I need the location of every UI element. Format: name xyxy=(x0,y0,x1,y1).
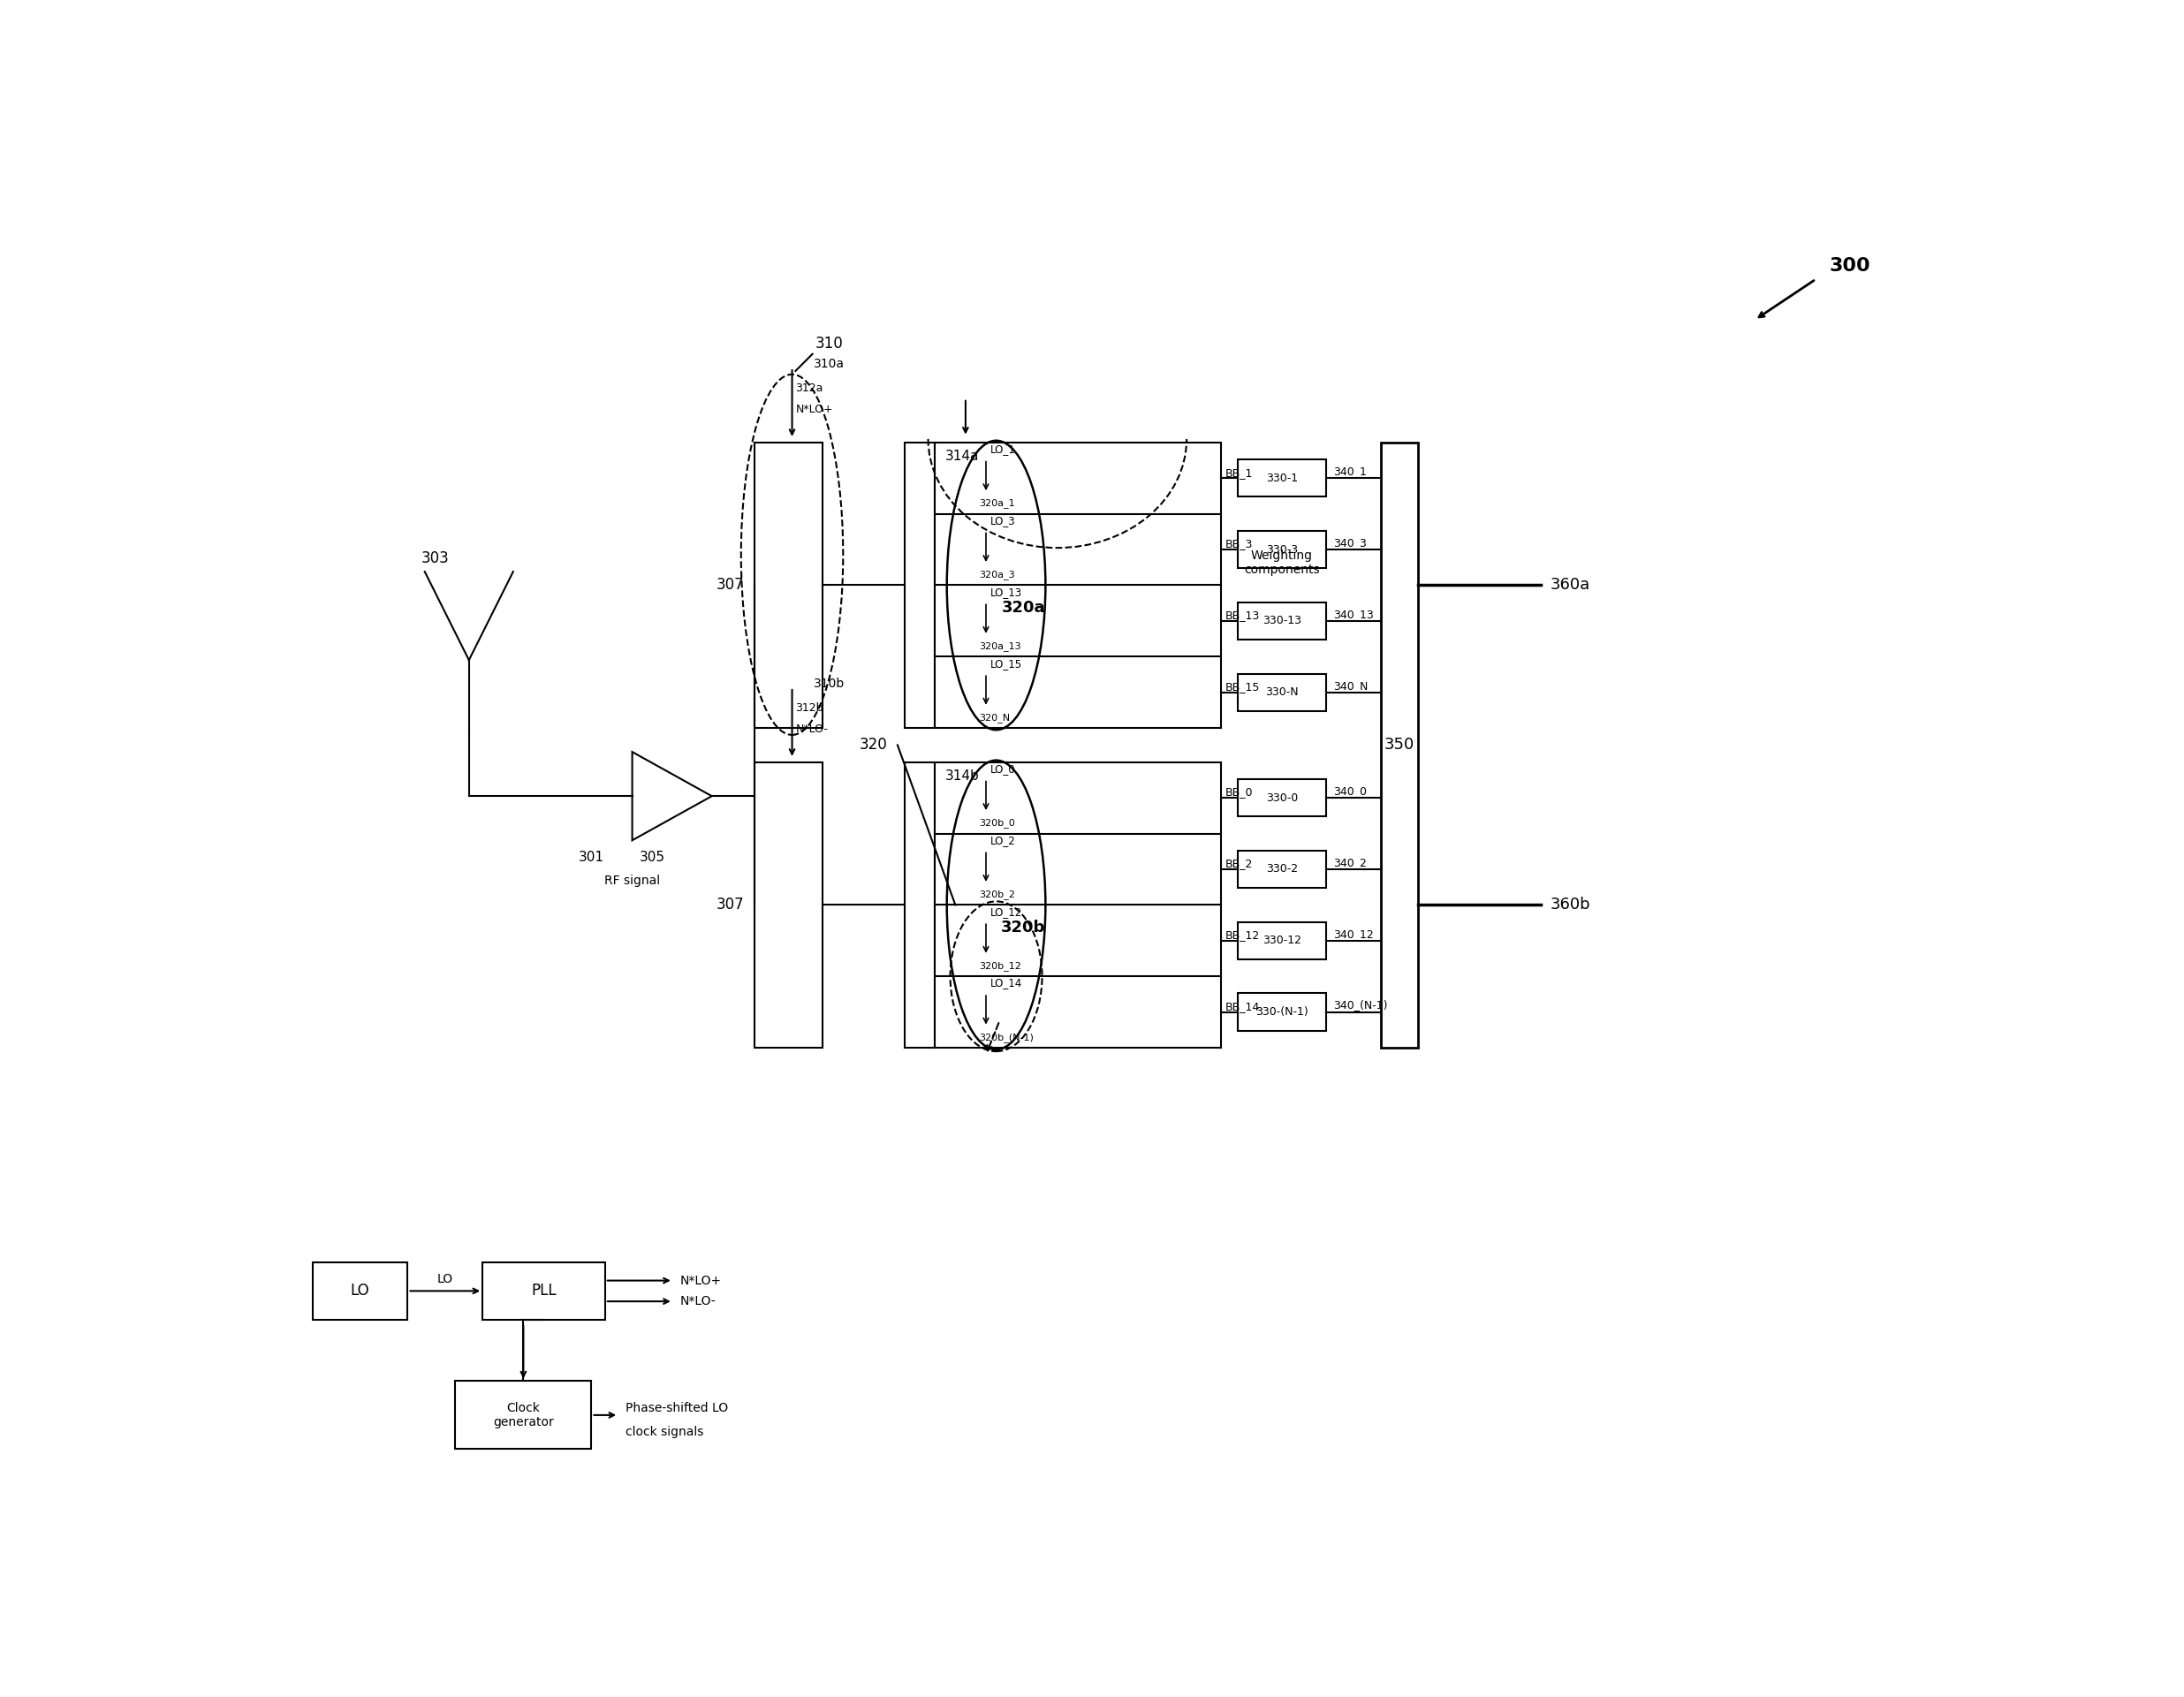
Text: 330-3: 330-3 xyxy=(1267,543,1297,555)
Text: 330-0: 330-0 xyxy=(1267,792,1297,804)
Text: BB_3: BB_3 xyxy=(1225,538,1254,550)
Bar xyxy=(756,443,823,728)
Text: 340_2: 340_2 xyxy=(1332,857,1367,869)
Text: 312b: 312b xyxy=(795,703,823,713)
Text: 307: 307 xyxy=(716,898,745,913)
Text: 320: 320 xyxy=(858,736,887,753)
Text: 330-2: 330-2 xyxy=(1267,864,1297,876)
Text: 320b_12: 320b_12 xyxy=(978,961,1022,971)
Text: BB_15: BB_15 xyxy=(1225,680,1260,692)
Text: 314b: 314b xyxy=(946,769,978,782)
Text: BB_1: BB_1 xyxy=(1225,467,1254,479)
Text: LO_13: LO_13 xyxy=(989,587,1022,597)
Text: LO: LO xyxy=(352,1283,369,1298)
Text: 314a: 314a xyxy=(946,450,978,463)
Text: BB_12: BB_12 xyxy=(1225,930,1260,940)
Bar xyxy=(1238,850,1326,888)
Text: BB_13: BB_13 xyxy=(1225,609,1260,621)
Text: LO: LO xyxy=(437,1273,452,1285)
Bar xyxy=(1238,993,1326,1030)
Bar xyxy=(1380,443,1417,1047)
Text: Phase-shifted LO: Phase-shifted LO xyxy=(625,1402,727,1415)
Text: N*LO-: N*LO- xyxy=(679,1295,716,1308)
Bar xyxy=(904,762,935,1047)
Text: 320b: 320b xyxy=(1000,920,1046,935)
Text: BB_0: BB_0 xyxy=(1225,787,1254,798)
Text: 320a_3: 320a_3 xyxy=(978,570,1016,580)
Text: 301: 301 xyxy=(579,850,605,864)
Text: 310a: 310a xyxy=(815,358,845,370)
Bar xyxy=(312,1263,408,1320)
Text: PLL: PLL xyxy=(531,1283,557,1298)
Text: 340_3: 340_3 xyxy=(1332,536,1367,548)
Text: 320a: 320a xyxy=(1002,601,1046,616)
Text: 360b: 360b xyxy=(1551,898,1590,913)
Text: 312a: 312a xyxy=(795,382,823,394)
Text: 320b_0: 320b_0 xyxy=(978,818,1016,828)
Bar xyxy=(1238,460,1326,497)
Bar xyxy=(1238,674,1326,711)
Text: N*LO-: N*LO- xyxy=(795,723,828,735)
Bar xyxy=(483,1263,605,1320)
Text: 320b_(N-1): 320b_(N-1) xyxy=(978,1032,1033,1042)
Text: Weighting
components: Weighting components xyxy=(1245,550,1319,575)
Text: 310: 310 xyxy=(815,336,843,351)
Bar xyxy=(1238,602,1326,640)
Text: N*LO+: N*LO+ xyxy=(795,404,832,416)
Text: clock signals: clock signals xyxy=(625,1425,703,1439)
Bar xyxy=(1238,531,1326,568)
Text: 320b_2: 320b_2 xyxy=(978,889,1016,899)
Text: 340_(N-1): 340_(N-1) xyxy=(1332,1000,1387,1011)
Text: 340_0: 340_0 xyxy=(1332,786,1367,798)
Text: 350: 350 xyxy=(1385,736,1415,753)
Text: 320a_1: 320a_1 xyxy=(978,499,1016,507)
Text: 310b: 310b xyxy=(815,677,845,691)
Text: 330-(N-1): 330-(N-1) xyxy=(1256,1006,1308,1018)
Text: BB_2: BB_2 xyxy=(1225,859,1254,869)
Text: N*LO+: N*LO+ xyxy=(679,1274,721,1286)
Text: LO_2: LO_2 xyxy=(989,835,1016,847)
Text: 330-12: 330-12 xyxy=(1262,935,1302,947)
Bar xyxy=(454,1381,592,1449)
Bar xyxy=(1238,921,1326,959)
Bar xyxy=(935,443,1221,728)
Text: 307: 307 xyxy=(716,577,745,594)
Text: 340_1: 340_1 xyxy=(1332,465,1367,477)
Bar xyxy=(1238,779,1326,816)
Text: LO_1: LO_1 xyxy=(989,443,1016,455)
Text: 330-1: 330-1 xyxy=(1267,472,1297,484)
Text: 340_12: 340_12 xyxy=(1332,928,1374,940)
Text: LO_15: LO_15 xyxy=(989,658,1022,669)
Bar xyxy=(935,762,1221,1047)
Text: 305: 305 xyxy=(640,850,666,864)
Text: LO_14: LO_14 xyxy=(989,977,1022,989)
Bar xyxy=(756,762,823,1047)
Text: BB_14: BB_14 xyxy=(1225,1001,1260,1013)
Text: LO_3: LO_3 xyxy=(989,514,1016,526)
Text: 330-N: 330-N xyxy=(1265,687,1299,697)
Text: LO_0: LO_0 xyxy=(989,764,1016,774)
Text: Clock
generator: Clock generator xyxy=(494,1402,555,1429)
Text: 320a_13: 320a_13 xyxy=(978,641,1022,652)
Text: 340_13: 340_13 xyxy=(1332,609,1374,619)
Text: 340_N: 340_N xyxy=(1332,680,1367,691)
Text: 330-13: 330-13 xyxy=(1262,616,1302,626)
Text: 360a: 360a xyxy=(1551,577,1590,594)
Text: LO_12: LO_12 xyxy=(989,906,1022,918)
Text: RF signal: RF signal xyxy=(605,876,660,888)
Text: 320_N: 320_N xyxy=(978,713,1011,723)
Bar xyxy=(904,443,935,728)
Text: 303: 303 xyxy=(422,550,450,567)
Text: 300: 300 xyxy=(1830,256,1872,275)
